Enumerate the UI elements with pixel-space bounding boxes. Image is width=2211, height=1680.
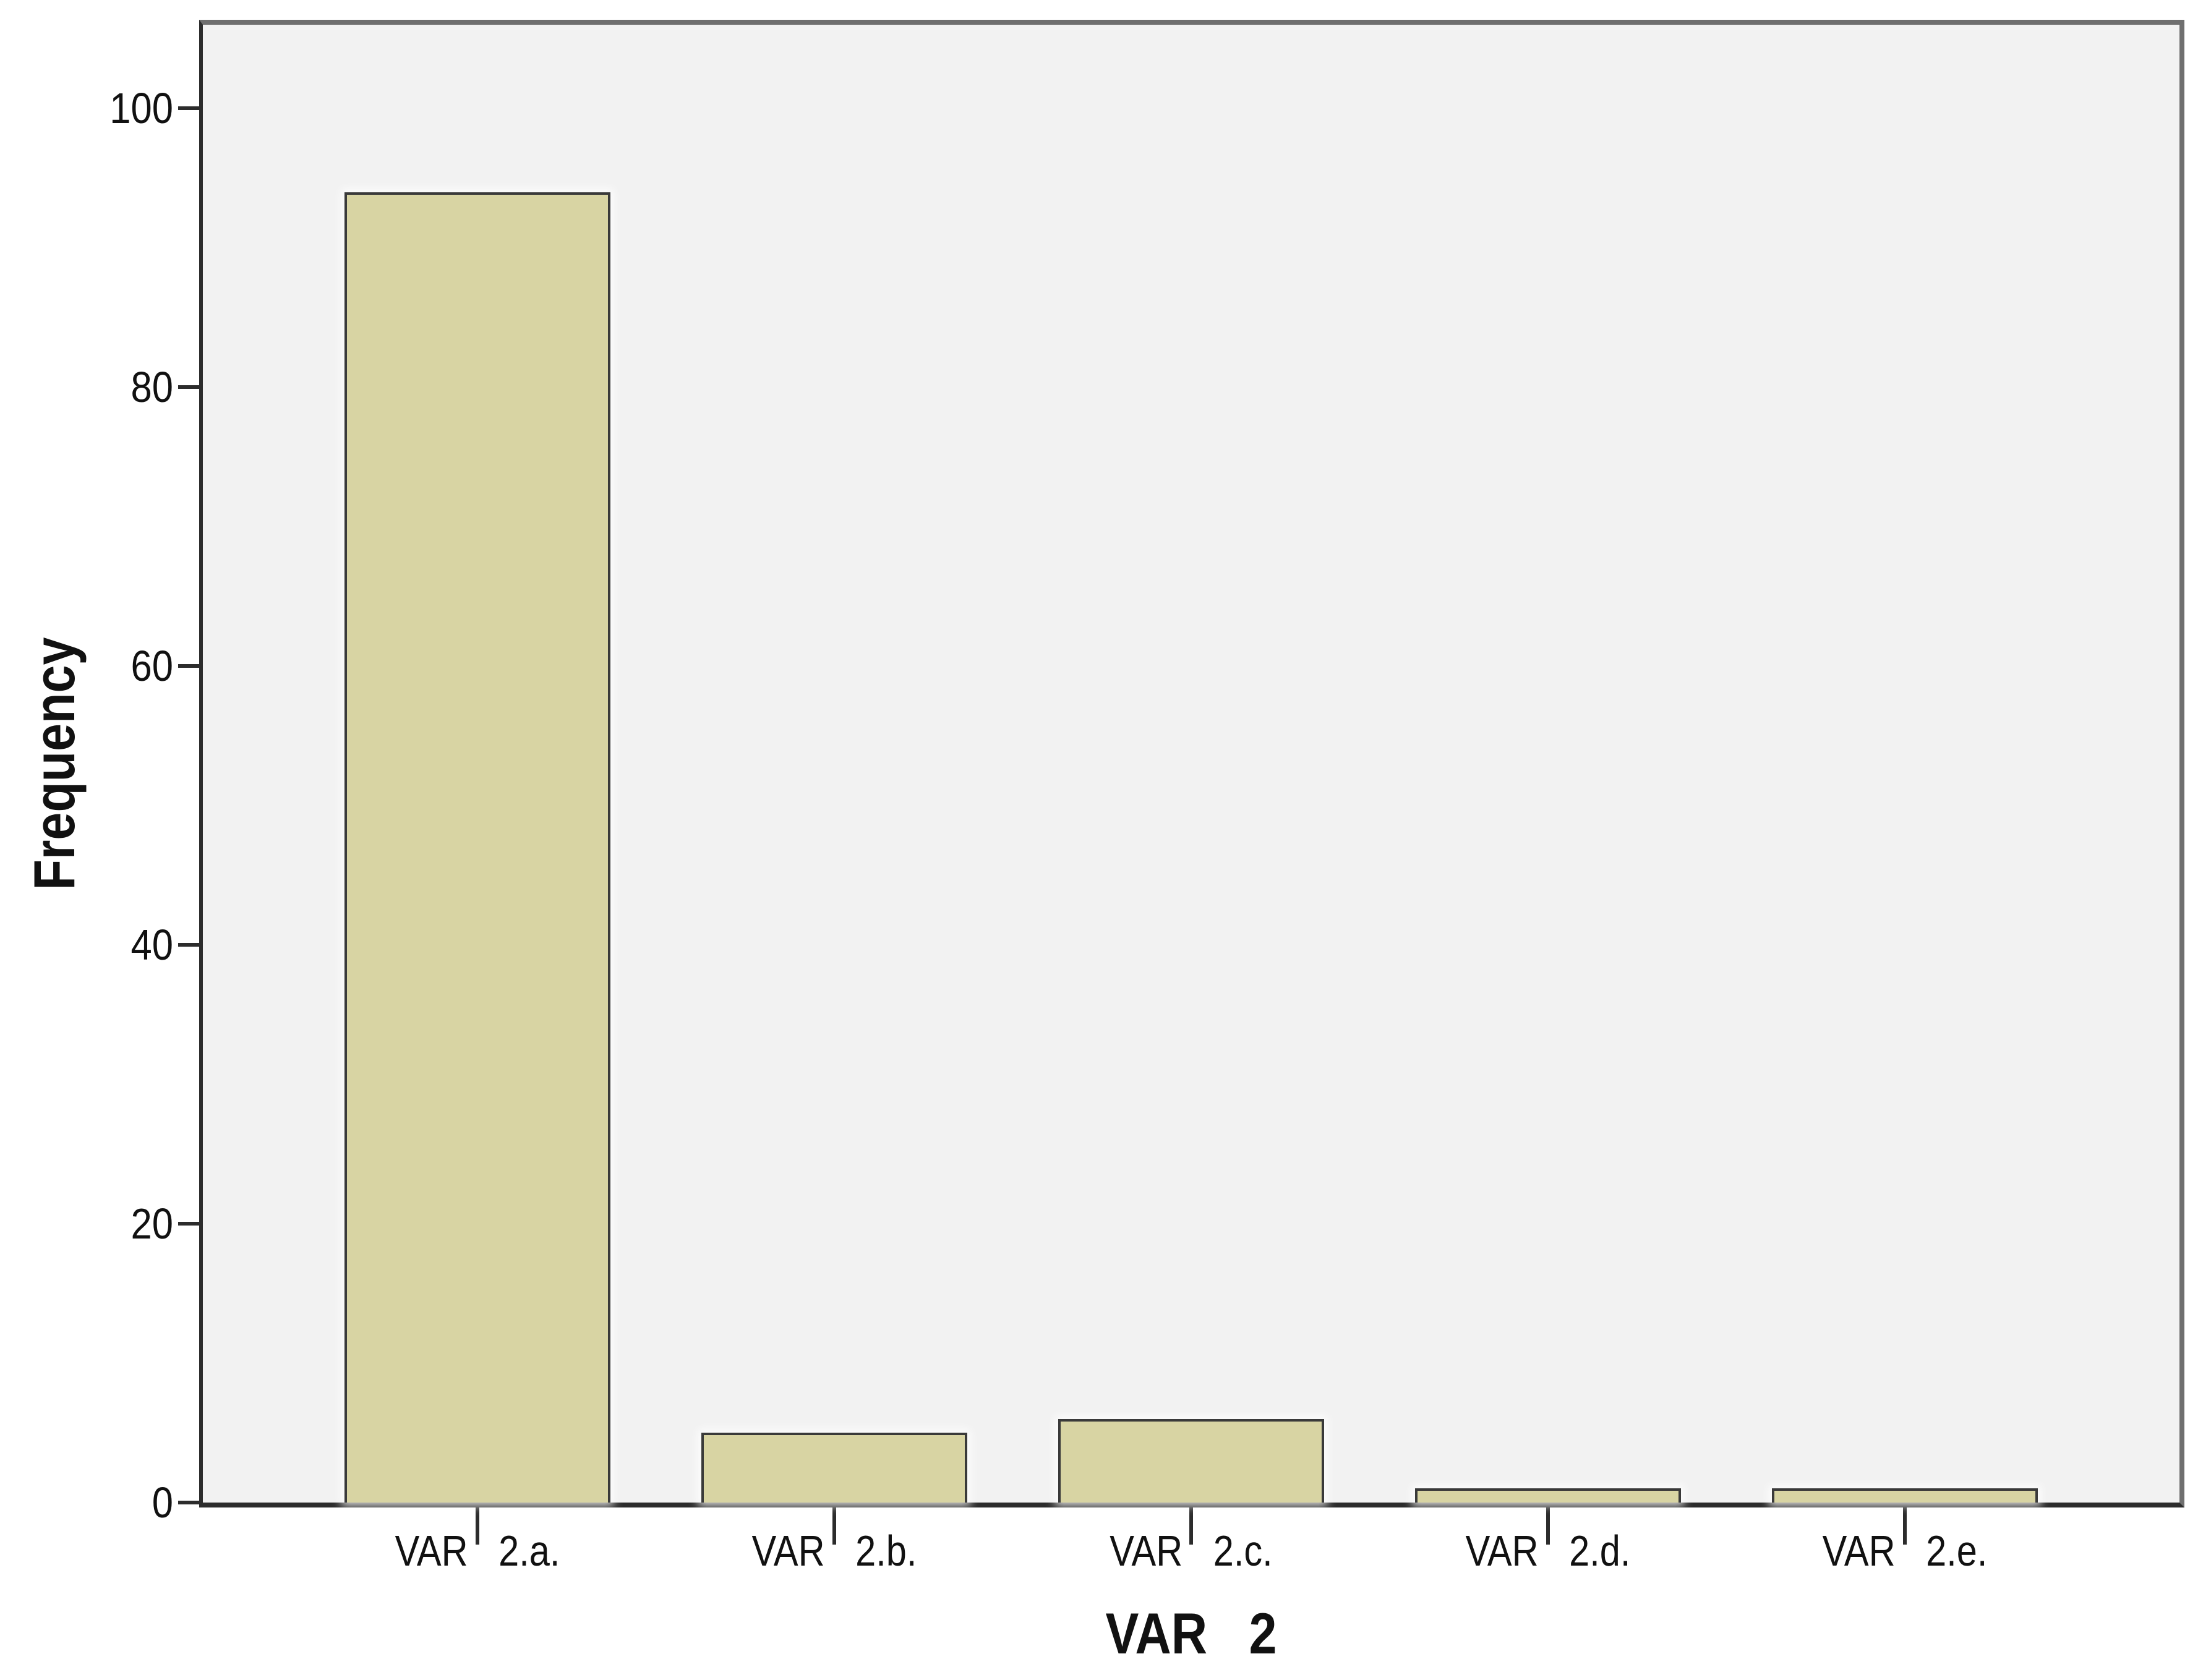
bar-var-2.c. [1058, 1419, 1324, 1503]
y-tick-label: 80 [130, 363, 173, 412]
x-tick-label: VAR 2.e. [1822, 1527, 1988, 1575]
bar-var-2.a. [344, 192, 610, 1503]
bar-var-2.e. [1772, 1488, 2038, 1503]
y-tick-mark [178, 943, 203, 947]
x-tick-mark [832, 1507, 836, 1545]
x-tick-label: VAR 2.a. [395, 1527, 560, 1575]
y-tick-mark [178, 1501, 203, 1504]
x-tick-mark [476, 1507, 479, 1545]
x-tick-mark [1546, 1507, 1550, 1545]
y-tick-label: 100 [109, 84, 173, 133]
y-tick-label: 20 [130, 1200, 173, 1248]
y-tick-label: 40 [130, 921, 173, 970]
bar-var-2.b. [701, 1433, 967, 1503]
x-tick-label: VAR 2.b. [751, 1527, 917, 1575]
y-tick-mark [178, 385, 203, 390]
x-tick-mark [1903, 1507, 1907, 1545]
y-tick-mark [178, 1222, 203, 1226]
y-tick-mark [178, 106, 203, 111]
x-tick-label: VAR 2.c. [1110, 1527, 1273, 1575]
y-tick-label: 60 [130, 642, 173, 691]
bar-var-2.d. [1415, 1488, 1681, 1503]
y-tick-label: 0 [152, 1478, 173, 1527]
x-tick-mark [1189, 1507, 1193, 1545]
x-tick-label: VAR 2.d. [1465, 1527, 1631, 1575]
y-tick-mark [178, 664, 203, 668]
x-axis-title: VAR 2 [1105, 1601, 1277, 1666]
